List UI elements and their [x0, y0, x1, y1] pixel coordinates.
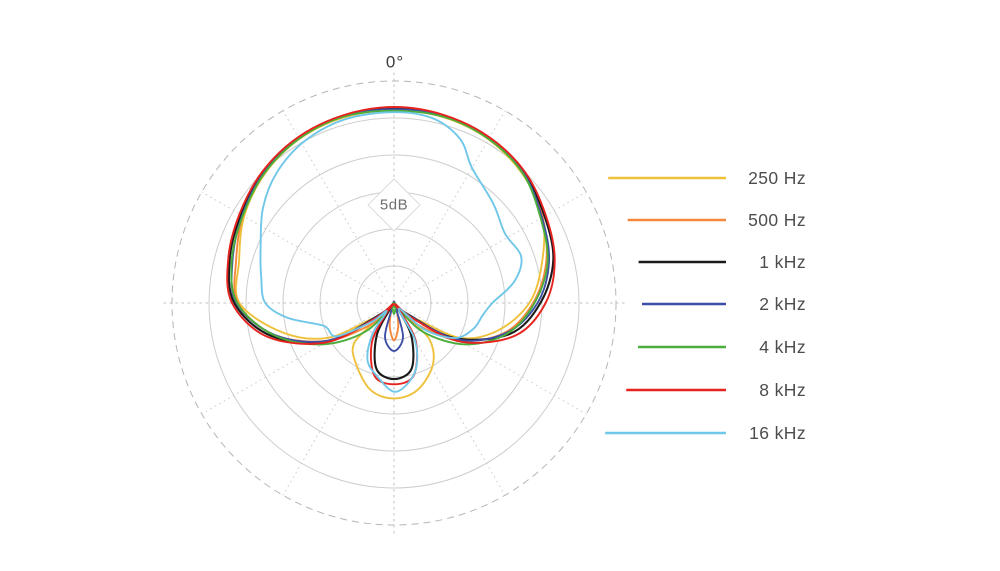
legend-item-16-khz: 16 kHz: [605, 423, 806, 443]
legend: 250 Hz 500 Hz 1 kHz 2 kHz 4 kHz 8 kHz 16 kHz: [605, 168, 806, 443]
curve-8-khz: [226, 106, 556, 386]
grid-labels: 5dB 0°: [367, 53, 421, 232]
legend-item-4-khz: 4 kHz: [638, 337, 806, 357]
db-label-background: [367, 178, 421, 232]
legend-label: 4 kHz: [759, 337, 806, 357]
series-curves: [226, 106, 556, 400]
legend-item-8-khz: 8 kHz: [626, 380, 806, 400]
legend-label: 1 kHz: [759, 252, 806, 272]
polar-grid: [160, 69, 628, 537]
angle-gridline: [400, 110, 506, 292]
legend-label: 500 Hz: [748, 210, 806, 230]
legend-item-500-hz: 500 Hz: [627, 210, 806, 230]
radial-scale-label: 5dB: [380, 197, 408, 214]
legend-item-2-khz: 2 kHz: [641, 294, 806, 314]
angle-gridline: [201, 191, 383, 297]
curve-4-khz: [230, 109, 549, 346]
zero-degree-label: 0°: [386, 53, 404, 72]
curve-1-khz: [227, 107, 555, 381]
legend-label: 16 kHz: [749, 423, 806, 443]
angle-gridline: [282, 110, 388, 292]
angle-gridline: [201, 309, 383, 415]
grid-ring: [208, 117, 580, 489]
angle-gridline: [405, 191, 587, 297]
legend-label: 250 Hz: [748, 168, 806, 188]
angle-gridline: [405, 309, 587, 415]
legend-item-1-khz: 1 kHz: [638, 252, 806, 272]
angle-gridline: [400, 314, 506, 496]
angle-gridline: [282, 314, 388, 496]
legend-label: 8 kHz: [759, 380, 806, 400]
curve-16-khz: [259, 111, 523, 393]
legend-label: 2 kHz: [759, 294, 806, 314]
legend-item-250-hz: 250 Hz: [608, 168, 806, 188]
grid-ring: [245, 154, 543, 452]
